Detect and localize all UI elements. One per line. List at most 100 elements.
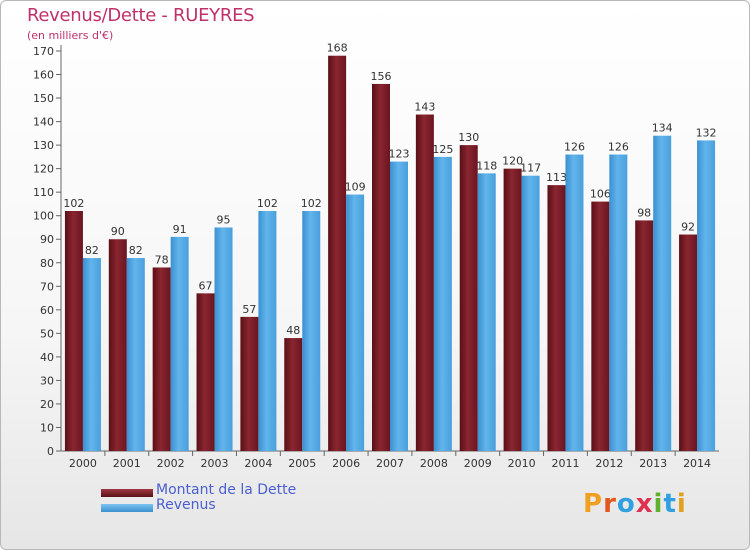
y-tick-label: 90: [40, 233, 54, 246]
y-tick-label: 170: [33, 45, 54, 58]
data-label-dette: 78: [155, 253, 169, 266]
data-label-dette: 106: [590, 188, 611, 201]
data-label-revenus: 91: [173, 223, 187, 236]
y-tick-label: 0: [47, 445, 54, 458]
bar-revenus: [346, 194, 365, 451]
data-label-dette: 57: [242, 303, 256, 316]
bar-revenus: [214, 227, 233, 451]
y-tick-label: 120: [33, 163, 54, 176]
bar-revenus: [258, 211, 277, 451]
data-label-dette: 143: [414, 101, 435, 114]
y-tick-label: 130: [33, 139, 54, 152]
chart-subtitle: (en milliers d'€): [27, 29, 114, 42]
bar-dette: [547, 185, 566, 451]
bar-revenus: [565, 154, 584, 451]
bar-dette: [415, 114, 434, 451]
bar-dette: [679, 234, 698, 451]
proxiti-logo: Proxiti: [583, 489, 687, 519]
data-label-dette: 168: [327, 42, 348, 55]
bar-revenus: [302, 211, 321, 451]
data-label-revenus: 82: [129, 244, 143, 257]
x-tick-label: 2000: [69, 457, 97, 470]
y-tick-label: 80: [40, 257, 54, 270]
data-label-dette: 130: [458, 131, 479, 144]
y-tick-label: 160: [33, 69, 54, 82]
logo-letter: i: [653, 489, 664, 519]
x-tick-label: 2011: [551, 457, 579, 470]
bar-dette: [635, 220, 654, 451]
data-label-revenus: 117: [520, 162, 541, 175]
x-tick-label: 2008: [420, 457, 448, 470]
data-label-revenus: 102: [301, 197, 322, 210]
bar-revenus: [82, 258, 101, 451]
bar-revenus: [170, 236, 189, 451]
y-tick-label: 50: [40, 327, 54, 340]
logo-letter: P: [583, 489, 604, 519]
y-tick-label: 70: [40, 280, 54, 293]
x-tick-label: 2005: [288, 457, 316, 470]
data-label-revenus: 125: [432, 143, 453, 156]
x-tick-label: 2004: [244, 457, 272, 470]
y-tick-label: 40: [40, 351, 54, 364]
bar-dette: [108, 239, 127, 451]
data-label-dette: 48: [286, 324, 300, 337]
bar-dette: [240, 316, 259, 451]
data-label-revenus: 102: [257, 197, 278, 210]
x-tick-label: 2009: [464, 457, 492, 470]
bar-revenus: [390, 161, 408, 451]
bar-revenus: [697, 140, 716, 452]
y-tick-label: 60: [40, 304, 54, 317]
x-tick-label: 2007: [376, 457, 404, 470]
bar-dette: [372, 83, 390, 452]
logo-letter: r: [603, 489, 617, 519]
bar-revenus: [521, 175, 540, 452]
x-tick-label: 2010: [508, 457, 536, 470]
y-tick-label: 30: [40, 374, 54, 387]
logo-letter: i: [676, 489, 687, 519]
bar-dette: [284, 338, 303, 451]
data-label-revenus: 126: [608, 141, 629, 154]
x-tick-label: 2014: [683, 457, 711, 470]
data-label-dette: 67: [199, 279, 213, 292]
legend-label-revenus: Revenus: [156, 497, 216, 513]
data-label-revenus: 82: [85, 244, 99, 257]
y-tick-label: 100: [33, 210, 54, 223]
bar-revenus: [609, 154, 628, 451]
y-tick-label: 140: [33, 116, 54, 129]
y-tick-label: 20: [40, 398, 54, 411]
data-label-dette: 156: [371, 70, 392, 83]
data-label-revenus: 126: [564, 141, 585, 154]
bar-revenus: [477, 173, 496, 451]
bar-revenus: [126, 258, 145, 451]
logo-letter: o: [616, 489, 636, 519]
y-tick-label: 150: [33, 92, 54, 105]
x-tick-label: 2002: [157, 457, 185, 470]
data-label-revenus: 132: [696, 126, 717, 139]
bar-dette: [152, 267, 171, 451]
x-tick-label: 2006: [332, 457, 360, 470]
data-label-dette: 113: [546, 171, 567, 184]
data-label-revenus: 123: [389, 148, 410, 161]
data-label-revenus: 118: [476, 159, 497, 172]
x-tick-label: 2013: [639, 457, 667, 470]
legend-swatch-dette: [101, 489, 153, 497]
data-label-dette: 98: [637, 206, 651, 219]
legend-swatch-revenus: [101, 504, 153, 512]
x-tick-label: 2012: [595, 457, 623, 470]
data-label-dette: 102: [63, 197, 84, 210]
bar-dette: [328, 55, 347, 452]
bar-dette: [503, 168, 522, 451]
bar-revenus: [433, 156, 452, 451]
data-label-revenus: 134: [652, 122, 673, 135]
x-tick-label: 2003: [201, 457, 229, 470]
chart-title: Revenus/Dette - RUEYRES: [27, 5, 255, 26]
data-label-revenus: 95: [217, 213, 231, 226]
bar-dette: [64, 211, 83, 451]
y-tick-label: 110: [33, 186, 54, 199]
data-label-revenus: 109: [345, 181, 366, 194]
legend-label-dette: Montant de la Dette: [156, 482, 297, 498]
bar-dette: [591, 201, 610, 451]
data-label-dette: 90: [111, 225, 125, 238]
